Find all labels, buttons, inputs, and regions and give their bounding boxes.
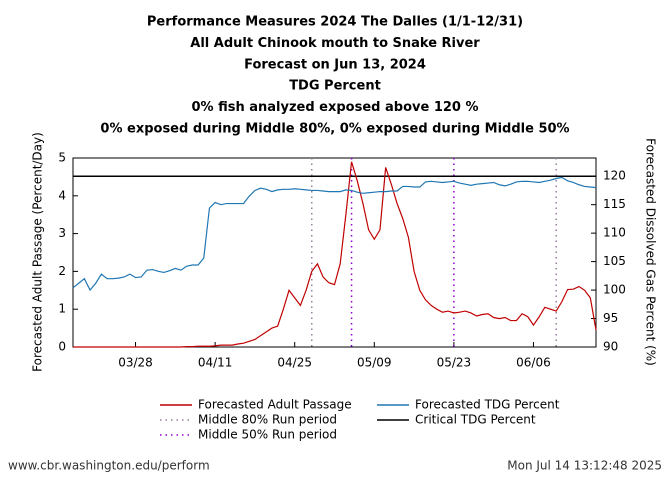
- x-tick-label: 05/09: [357, 356, 392, 370]
- x-tick-label: 05/23: [437, 356, 472, 370]
- y-tick-label: 3: [58, 226, 66, 240]
- y2-tick-label: 95: [603, 311, 618, 325]
- legend-label: Forecasted Adult Passage: [198, 398, 352, 412]
- x-tick-label: 04/11: [198, 356, 233, 370]
- y2-axis-label: Forecasted Dissolved Gas Percent (%): [644, 138, 658, 366]
- chart-title: Forecast on Jun 13, 2024: [244, 57, 426, 72]
- chart-title: 0% exposed during Middle 80%, 0% exposed…: [100, 122, 569, 137]
- y2-tick-label: 110: [603, 226, 626, 240]
- y-tick-label: 5: [58, 151, 66, 165]
- timestamp: Mon Jul 14 13:12:48 2025: [507, 459, 662, 473]
- legend-label: Middle 50% Run period: [198, 428, 337, 442]
- y2-tick-label: 115: [603, 197, 626, 211]
- y-tick-label: 2: [58, 264, 66, 278]
- y-tick-label: 4: [58, 188, 66, 202]
- chart-title: 0% fish analyzed exposed above 120 %: [191, 100, 478, 115]
- y2-tick-label: 90: [603, 340, 618, 354]
- y-tick-label: 0: [58, 340, 66, 354]
- source: www.cbr.washington.edu/perform: [8, 459, 210, 473]
- y-axis-label: Forecasted Adult Passage (Percent/Day): [31, 132, 45, 372]
- legend-label: Critical TDG Percent: [415, 413, 536, 427]
- x-tick-label: 06/06: [516, 356, 551, 370]
- x-tick-label: 03/28: [118, 356, 153, 370]
- y2-tick-label: 105: [603, 254, 626, 268]
- chart-title: All Adult Chinook mouth to Snake River: [190, 36, 480, 51]
- y-tick-label: 1: [58, 302, 66, 316]
- series-line: [72, 176, 597, 292]
- chart-title: Performance Measures 2024 The Dalles (1/…: [147, 15, 523, 30]
- y2-tick-label: 100: [603, 283, 626, 297]
- x-tick-label: 04/25: [277, 356, 312, 370]
- plot-frame: [72, 157, 597, 348]
- legend-label: Forecasted TDG Percent: [415, 398, 560, 412]
- legend-label: Middle 80% Run period: [198, 413, 337, 427]
- series-line: [73, 161, 597, 348]
- chart-title: TDG Percent: [289, 79, 381, 94]
- y2-tick-label: 120: [603, 169, 626, 183]
